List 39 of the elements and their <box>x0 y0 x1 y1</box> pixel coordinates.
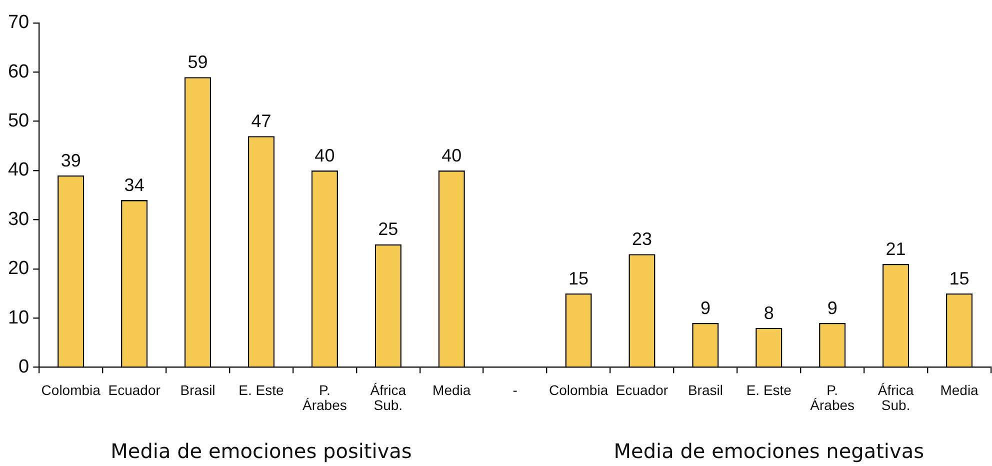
data-label: 8 <box>764 302 774 323</box>
data-label: 9 <box>827 298 838 318</box>
x-tick-label: E. Este <box>238 382 284 398</box>
data-label: 47 <box>251 111 272 132</box>
x-tick-label: África Sub. <box>878 382 914 414</box>
data-label: 40 <box>442 145 462 166</box>
data-label: 21 <box>886 238 906 259</box>
data-label: 59 <box>188 52 208 72</box>
data-label: 9 <box>700 298 710 318</box>
y-tick-label: 30 <box>8 208 30 230</box>
data-label: 40 <box>314 145 335 166</box>
x-tick-label: Ecuador <box>616 382 668 398</box>
x-tick-label: Colombia <box>41 382 101 398</box>
y-tick-label: 50 <box>8 110 30 132</box>
data-label: 15 <box>568 268 589 288</box>
data-label: 23 <box>632 229 652 250</box>
x-tick-label: - <box>512 382 518 398</box>
data-label: 25 <box>378 219 398 240</box>
x-tick-label: Colombia <box>548 382 608 398</box>
data-label: 39 <box>60 150 81 170</box>
text: Media de emociones positivas <box>110 439 412 463</box>
text: Media de emociones negativas <box>614 439 924 463</box>
x-tick-label: Media <box>432 382 471 398</box>
y-tick-label: 10 <box>8 307 30 328</box>
y-tick-label: 70 <box>8 12 30 34</box>
x-tick-label: Brasil <box>180 382 216 398</box>
y-tick-label: 20 <box>8 258 30 280</box>
x-tick-label: Media <box>940 382 979 398</box>
y-tick-label: 60 <box>8 61 30 82</box>
x-tick-label: Brasil <box>688 382 723 398</box>
x-tick-label: P. Árabes <box>810 382 855 414</box>
x-tick-label: África Sub. <box>370 382 406 414</box>
x-tick-label: Ecuador <box>108 382 161 398</box>
data-label: 34 <box>124 174 144 195</box>
y-tick-label: 0 <box>18 356 30 378</box>
x-tick-label: P. Árabes <box>302 382 347 414</box>
data-label: 15 <box>949 268 970 288</box>
y-tick-label: 40 <box>8 160 30 181</box>
x-tick-label: E. Este <box>746 382 792 398</box>
